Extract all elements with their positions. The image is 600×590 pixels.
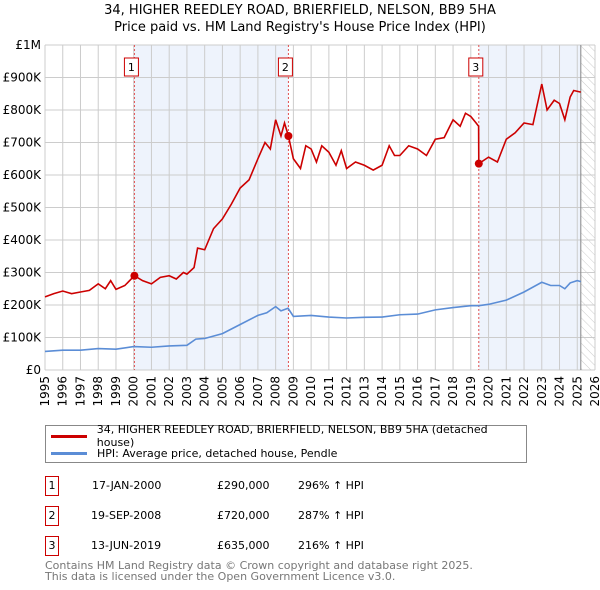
sale-price: £635,000 <box>217 539 270 552</box>
x-tick-label: 2007 <box>251 376 265 407</box>
chart-svg: £0 £100K £200K £300K £400K £500K £600K £700K £80… <box>3 38 600 407</box>
sale-hpi: 296% ↑ HPI <box>298 479 364 492</box>
x-tick-label: 2024 <box>553 376 567 407</box>
sale-marker-box <box>123 57 139 77</box>
x-tick-label: 2022 <box>517 376 531 407</box>
x-tick-label: 2013 <box>357 376 371 407</box>
x-tick-label: 1998 <box>91 376 105 407</box>
sale-date: 17-JAN-2000 <box>92 479 162 492</box>
sale-hpi: 216% ↑ HPI <box>298 539 364 552</box>
legend-blue-line <box>51 451 87 455</box>
sale-price: £290,000 <box>217 479 270 492</box>
sale-row: 3 13-JUN-2019 £635,000 216% ↑ HPI <box>45 536 445 556</box>
sale-marker-box <box>468 57 484 77</box>
x-tick-label: 2002 <box>162 376 176 407</box>
x-tick-label: 2026 <box>588 376 600 407</box>
x-tick-label: 2017 <box>428 376 442 407</box>
x-tick-label: 2009 <box>286 376 300 407</box>
sale-marker-label: 1 <box>128 61 135 74</box>
legend: 34, HIGHER REEDLEY ROAD, BRIERFIELD, NEL… <box>45 423 527 463</box>
x-tick-label: 2001 <box>144 376 158 407</box>
x-tick-label: 2010 <box>304 376 318 407</box>
sale-number: 2 <box>45 506 59 526</box>
x-tick-label: 2020 <box>482 376 496 407</box>
x-tick-label: 2021 <box>499 376 513 407</box>
y-tick-label: £900K <box>3 71 43 85</box>
sale-marker-box <box>277 57 293 77</box>
series-line <box>44 83 581 298</box>
x-tick-label: 2005 <box>215 376 229 407</box>
sale-number: 1 <box>45 476 59 496</box>
x-tick-label: 1996 <box>56 376 70 407</box>
x-tick-label: 2004 <box>198 376 212 407</box>
x-tick-label: 2016 <box>411 376 425 407</box>
x-tick-label: 1999 <box>109 376 123 407</box>
sale-hpi: 287% ↑ HPI <box>298 509 364 522</box>
x-tick-label: 2018 <box>446 376 460 407</box>
sale-date: 13-JUN-2019 <box>91 539 162 552</box>
sale-number: 3 <box>45 536 59 556</box>
sale-price: £720,000 <box>217 509 270 522</box>
x-tick-label: 2006 <box>233 376 247 407</box>
x-tick-label: 2025 <box>570 376 584 407</box>
x-tick-label: 2012 <box>340 376 354 407</box>
legend-red-label: 34, HIGHER REEDLEY ROAD, BRIERFIELD, NEL… <box>96 423 488 449</box>
y-tick-label: £300K <box>3 266 43 280</box>
y-tick-label: £1M <box>15 38 41 52</box>
y-tick-label: £700K <box>3 136 43 150</box>
sale-date: 19-SEP-2008 <box>91 509 162 522</box>
y-tick-label: £600K <box>3 168 43 182</box>
x-tick-label: 2023 <box>535 376 549 407</box>
x-tick-label: 2019 <box>464 376 478 407</box>
x-tick-label: 1995 <box>38 376 52 407</box>
y-tick-label: £800K <box>3 103 43 117</box>
sale-marker-label: 2 <box>282 61 289 74</box>
sale-point <box>474 159 483 168</box>
y-tick-label: £500K <box>3 201 43 215</box>
sale-point <box>130 271 139 280</box>
x-tick-label: 2000 <box>127 376 141 407</box>
y-tick-label: £200K <box>3 298 43 312</box>
series-line <box>44 279 582 353</box>
x-tick-label: 1997 <box>73 376 87 407</box>
x-tick-label: 2015 <box>393 376 407 407</box>
legend-blue-label: HPI: Average price, detached house, Pend… <box>97 446 338 460</box>
x-tick-label: 2014 <box>375 376 389 407</box>
sale-row: 1 17-JAN-2000 £290,000 296% ↑ HPI <box>45 476 445 496</box>
x-tick-label: 2008 <box>269 376 283 407</box>
legend-red-line <box>51 434 87 438</box>
x-tick-label: 2011 <box>322 376 336 407</box>
footer-line-1: Contains HM Land Registry data © Crown c… <box>45 559 473 572</box>
chart-subtitle: Price paid vs. HM Land Registry's House … <box>114 20 486 35</box>
chart-title: 34, HIGHER REEDLEY ROAD, BRIERFIELD, NEL… <box>104 3 496 18</box>
sale-point <box>284 132 293 140</box>
sale-marker-label: 3 <box>472 61 479 74</box>
y-tick-label: £100K <box>3 331 43 345</box>
footer-line-2: This data is licensed under the Open Gov… <box>45 570 396 583</box>
footer: Contains HM Land Registry data © Crown c… <box>45 560 473 582</box>
sale-row: 2 19-SEP-2008 £720,000 287% ↑ HPI <box>45 506 445 526</box>
x-tick-label: 2003 <box>180 376 194 407</box>
y-tick-label: £0 <box>26 363 41 377</box>
y-tick-label: £400K <box>3 233 43 247</box>
